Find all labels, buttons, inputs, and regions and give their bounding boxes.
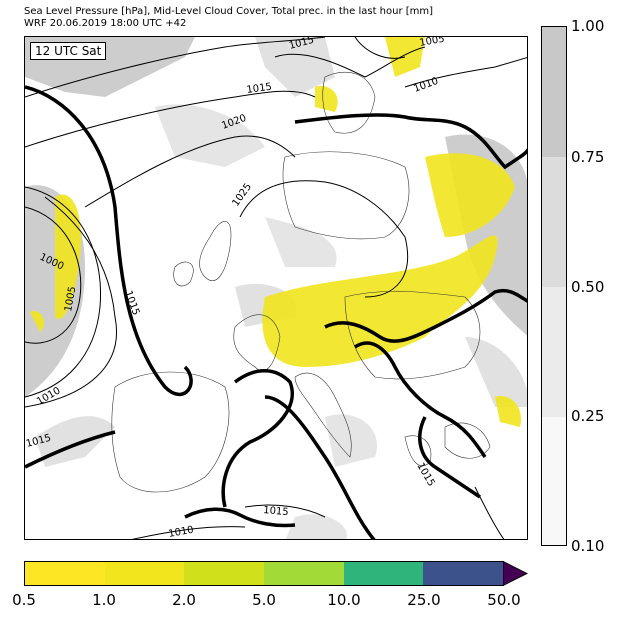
isobar-label: 1005 <box>419 37 446 49</box>
isobar-label: 1010 <box>35 385 63 407</box>
precip-extend-arrow <box>503 561 529 586</box>
precip-tick-label: 0.5 <box>12 591 36 609</box>
precip-segment <box>25 562 105 585</box>
isobar-label: 1015 <box>246 82 273 96</box>
cloud-tick-label: 0.75 <box>571 148 605 166</box>
cloud-tick-label: 0.25 <box>571 407 605 425</box>
isobar-label: 1025 <box>230 182 254 209</box>
forecast-time-label: 12 UTC Sat <box>30 42 107 60</box>
cloud-cover-colorbar <box>541 26 567 546</box>
isobar-label: 1010 <box>168 525 195 540</box>
cloud-segment <box>542 417 566 545</box>
map-canvas: 1015 1005 1010 1015 1020 1025 1000 1005 … <box>25 37 527 540</box>
precip-tick-label: 10.0 <box>327 591 361 609</box>
isobar-label: 1015 <box>122 289 141 317</box>
precip-segment <box>104 562 185 585</box>
cloud-segment <box>542 287 566 417</box>
map-title: Sea Level Pressure [hPa], Mid-Level Clou… <box>24 6 434 17</box>
isobar-labels: 1015 1005 1010 1015 1020 1025 1000 1005 … <box>25 37 446 540</box>
thick-isobars <box>25 85 527 539</box>
cloud-segment <box>542 27 566 157</box>
thin-isobars <box>25 37 527 539</box>
isobar-label: 1005 <box>63 286 78 313</box>
cloud-tick-label: 0.50 <box>571 278 605 296</box>
precip-segment <box>343 562 424 585</box>
precipitation-colorbar <box>24 561 504 586</box>
precip-tick-label: 1.0 <box>92 591 116 609</box>
cloud-tick-label: 1.00 <box>571 17 605 35</box>
precipitation-layer <box>30 37 521 427</box>
precip-tick-label: 25.0 <box>407 591 441 609</box>
precip-tick-label: 2.0 <box>172 591 196 609</box>
precip-segment <box>264 562 344 585</box>
weather-map: 1015 1005 1010 1015 1020 1025 1000 1005 … <box>24 36 528 540</box>
isobar-label: 1010 <box>412 76 440 95</box>
precip-segment <box>184 562 265 585</box>
cloud-segment <box>542 157 566 287</box>
precip-segment <box>423 562 504 585</box>
precip-tick-label: 5.0 <box>252 591 276 609</box>
coastlines <box>111 71 491 493</box>
isobar-label: 1015 <box>263 505 289 518</box>
cloud-tick-label: 0.10 <box>571 537 605 555</box>
precip-tick-label: 50.0 <box>487 591 521 609</box>
map-subtitle: WRF 20.06.2019 18:00 UTC +42 <box>24 18 187 29</box>
